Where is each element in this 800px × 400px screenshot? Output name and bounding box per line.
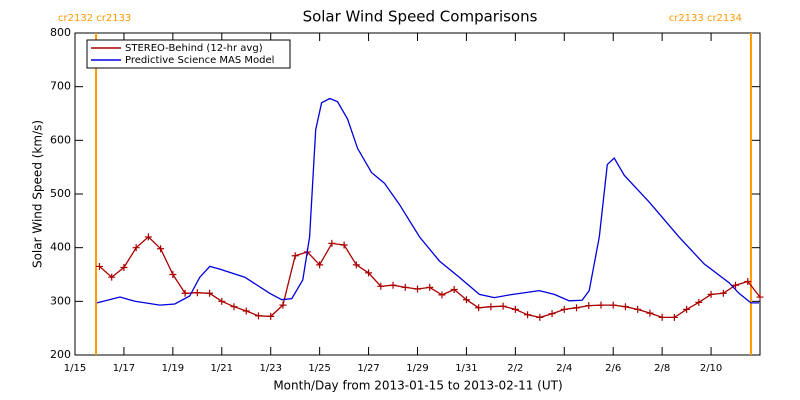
data-point: [426, 283, 434, 291]
data-point: [573, 304, 581, 312]
data-point: [144, 233, 152, 241]
data-point: [621, 303, 629, 311]
y-axis-label: Solar Wind Speed (km/s): [31, 120, 45, 268]
x-tick-label: 1/23: [259, 363, 281, 374]
data-point: [328, 239, 336, 247]
x-tick-label: 2/6: [605, 363, 621, 374]
data-point: [634, 305, 642, 313]
data-point: [499, 302, 507, 310]
data-point: [511, 305, 519, 313]
x-tick-label: 1/15: [64, 363, 86, 374]
data-point: [475, 304, 483, 312]
data-point: [316, 261, 324, 269]
data-point: [438, 291, 446, 299]
y-tick-label: 200: [50, 348, 71, 361]
data-point: [450, 286, 458, 294]
x-tick-label: 2/8: [654, 363, 670, 374]
data-point: [193, 289, 201, 297]
data-point: [95, 262, 103, 270]
x-tick-label: 1/27: [357, 363, 379, 374]
legend-box: [86, 39, 291, 69]
data-point: [646, 309, 654, 317]
data-point: [744, 277, 752, 285]
data-point: [683, 305, 691, 313]
data-point: [597, 301, 605, 309]
data-point: [365, 269, 373, 277]
y-tick-label: 300: [50, 294, 71, 307]
x-tick-label: 1/29: [406, 363, 428, 374]
series-line: [96, 97, 759, 306]
legend-label: STEREO-Behind (12-hr avg): [125, 43, 263, 54]
data-point: [291, 252, 299, 260]
y-tick-label: 600: [50, 133, 71, 146]
rotation-label: cr2132 cr2133: [58, 13, 131, 24]
data-point: [609, 301, 617, 309]
y-tick-label: 700: [50, 80, 71, 93]
data-point: [169, 271, 177, 278]
data-point: [695, 298, 703, 306]
x-tick-label: 2/4: [556, 363, 572, 374]
data-point: [108, 273, 116, 281]
data-point: [377, 282, 385, 290]
data-point: [560, 305, 568, 313]
data-point: [157, 245, 165, 253]
data-point: [279, 301, 287, 309]
rotation-label: cr2133 cr2134: [669, 13, 742, 24]
data-point: [414, 285, 421, 293]
data-point: [132, 244, 140, 252]
data-point: [732, 281, 740, 289]
data-point: [719, 289, 727, 297]
plot-frame: [74, 32, 761, 356]
data-point: [670, 313, 678, 321]
data-point: [120, 264, 128, 272]
data-point: [658, 313, 666, 321]
data-point: [401, 283, 409, 291]
data-point: [206, 289, 214, 297]
data-point: [254, 312, 262, 320]
data-point: [462, 296, 470, 304]
x-tick-label: 1/31: [455, 363, 477, 374]
y-tick-label: 400: [50, 241, 71, 254]
data-point: [524, 311, 532, 319]
data-point: [536, 313, 544, 321]
data-point: [707, 290, 715, 298]
x-tick-label: 1/19: [162, 363, 184, 374]
data-point: [487, 303, 495, 311]
legend-label: Predictive Science MAS Model: [125, 55, 274, 66]
data-point: [230, 303, 238, 311]
data-point: [756, 293, 764, 301]
y-tick-label: 500: [50, 187, 71, 200]
x-tick-label: 1/25: [308, 363, 330, 374]
data-point: [352, 261, 360, 269]
data-point: [389, 281, 397, 289]
x-tick-label: 1/21: [211, 363, 233, 374]
data-point: [267, 312, 275, 320]
y-tick-label: 800: [50, 26, 71, 39]
data-point: [585, 302, 593, 310]
chart-title: Solar Wind Speed Comparisons: [303, 8, 538, 26]
x-tick-label: 1/17: [113, 363, 135, 374]
x-tick-label: 2/10: [700, 363, 722, 374]
x-axis-label: Month/Day from 2013-01-15 to 2013-02-11 …: [273, 379, 562, 393]
data-point: [218, 297, 226, 305]
data-point: [548, 310, 556, 318]
data-point: [181, 289, 189, 297]
data-point: [340, 241, 348, 249]
x-tick-label: 2/2: [507, 363, 523, 374]
data-point: [242, 307, 250, 315]
